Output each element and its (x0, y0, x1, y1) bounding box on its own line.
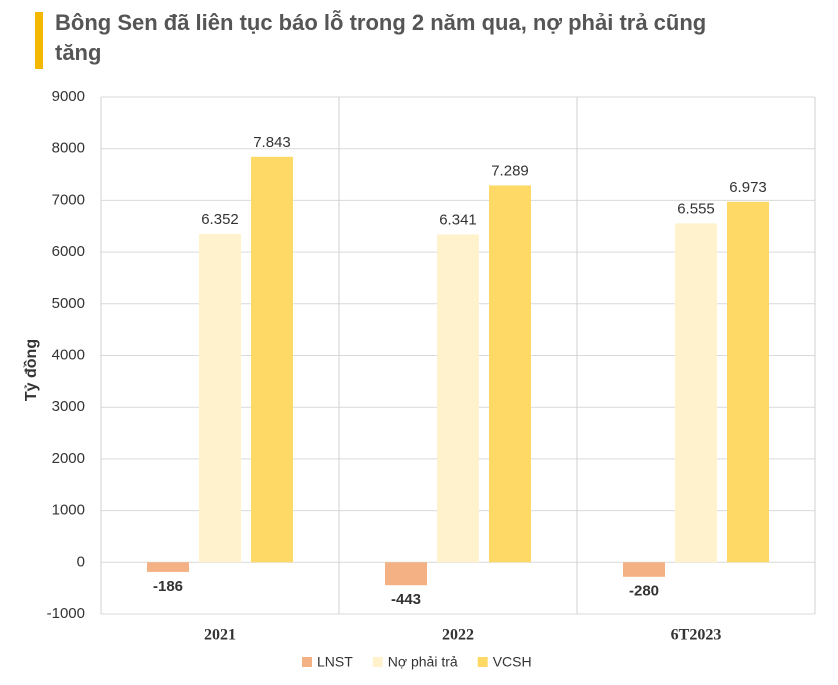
legend-label: Nợ phải trả (388, 654, 458, 670)
title-accent (35, 12, 43, 69)
data-label: 7.289 (491, 162, 529, 179)
bar (147, 562, 189, 572)
x-tick-label: 6T2023 (671, 627, 722, 644)
data-label: 6.973 (729, 179, 767, 196)
y-axis-label: Tỷ đồng (23, 339, 40, 401)
x-tick-label: 2022 (442, 627, 474, 644)
data-label: -443 (391, 591, 421, 608)
y-tick-label: 2000 (52, 450, 85, 467)
y-tick-label: 9000 (52, 88, 85, 105)
y-tick-label: 0 (77, 553, 85, 570)
y-tick-label: 7000 (52, 191, 85, 208)
data-label: 6.341 (439, 211, 477, 228)
bar (675, 223, 717, 563)
legend-label: LNST (317, 654, 353, 670)
bar (199, 233, 241, 563)
bar (251, 156, 293, 563)
data-label: -280 (629, 583, 659, 600)
legend-swatch (477, 657, 488, 667)
y-tick-label: 8000 (52, 140, 85, 157)
y-tick-label: 4000 (52, 346, 85, 363)
bar (385, 562, 427, 586)
bar (437, 234, 479, 563)
x-tick-label: 2021 (204, 627, 236, 644)
chart-title: Bông Sen đã liên tục báo lỗ trong 2 năm … (55, 10, 707, 65)
y-tick-label: 3000 (52, 398, 85, 415)
legend-label: VCSH (493, 654, 532, 670)
data-label: -186 (153, 578, 183, 595)
y-tick-label: 1000 (52, 502, 85, 519)
y-tick-label: -1000 (47, 605, 85, 622)
bar (727, 201, 769, 563)
bar (489, 185, 531, 563)
data-label: 6.555 (677, 200, 715, 217)
data-label: 7.843 (253, 134, 291, 151)
data-label: 6.352 (201, 211, 239, 228)
bar (623, 562, 665, 577)
y-tick-label: 6000 (52, 243, 85, 260)
legend-swatch (302, 657, 312, 667)
legend-swatch (372, 657, 383, 667)
y-tick-label: 5000 (52, 295, 85, 312)
